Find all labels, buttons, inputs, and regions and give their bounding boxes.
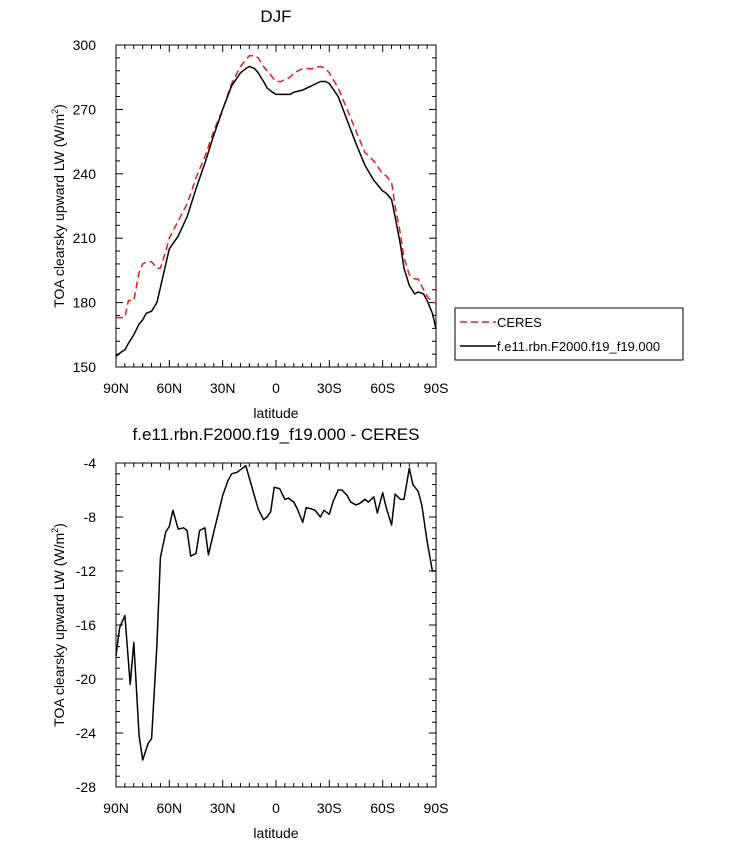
- x-axis-title-bottom: latitude: [253, 825, 298, 841]
- chart-title-bottom: f.e11.rbn.F2000.f19_f19.000 - CERES: [133, 425, 420, 444]
- x-tick-label-top-30n: 30N: [210, 380, 236, 396]
- y-axis-title-top-end: ): [51, 104, 67, 109]
- x-tick-label-bottom-90s: 90S: [424, 800, 449, 816]
- y-tick-label-bottom-28: -28: [76, 779, 96, 795]
- series-group-top: [115, 54, 437, 357]
- x-tick-label-bottom-60s: 60S: [370, 800, 395, 816]
- y-axis-title-bottom: TOA clearsky upward LW (W/m2): [50, 523, 67, 727]
- y-axis-title-top: TOA clearsky upward LW (W/m2): [50, 104, 67, 308]
- x-tick-label-bottom-60n: 60N: [156, 800, 182, 816]
- y-tick-label-bottom-12: -12: [76, 563, 96, 579]
- y-tick-label-bottom-20: -20: [76, 671, 96, 687]
- legend-label-model: f.e11.rbn.F2000.f19_f19.000: [497, 339, 660, 354]
- series-line-f-e11-rbn-f2000-f19-f19-000: [115, 65, 437, 357]
- y-tick-label-top-180: 180: [73, 295, 97, 311]
- y-tick-label-top-300: 300: [73, 37, 97, 53]
- x-tick-label-top-0: 0: [272, 380, 280, 396]
- x-tick-label-top-60s: 60S: [370, 380, 395, 396]
- x-tick-label-top-30s: 30S: [317, 380, 342, 396]
- y-tick-label-bottom-24: -24: [76, 725, 96, 741]
- axis-ticks-bottom: 90N 60N 30N 0 30S 60S 90S -28 -24 -20 -16 -12 -8 -4: [76, 455, 449, 816]
- x-axis-title-top: latitude: [253, 405, 298, 421]
- axis-ticks-top: 90N 60N 30N 0 30S 60S 90S 150 180 210 240 270 300: [73, 37, 449, 396]
- y-tick-label-top-210: 210: [73, 230, 97, 246]
- legend: CERES f.e11.rbn.F2000.f19_f19.000: [454, 307, 684, 361]
- y-axis-title-bottom-text: TOA clearsky upward LW (W/m: [51, 533, 67, 727]
- x-tick-label-top-90n: 90N: [103, 380, 129, 396]
- x-tick-label-bottom-30n: 30N: [210, 800, 236, 816]
- x-tick-label-top-90s: 90S: [424, 380, 449, 396]
- y-axis-title-top-text: TOA clearsky upward LW (W/m: [51, 114, 67, 308]
- series-group-bottom: [115, 464, 436, 761]
- series-line-ceres: [116, 54, 436, 319]
- x-tick-label-top-60n: 60N: [156, 380, 182, 396]
- chart-panel-top: DJF 90N 60N 30N 0 30S 60S 90S 150 180 210 240 270 30…: [50, 7, 684, 421]
- y-axis-title-bottom-end: ): [51, 523, 67, 528]
- y-tick-label-bottom-4: -4: [84, 455, 97, 471]
- x-tick-label-bottom-90n: 90N: [103, 800, 129, 816]
- y-axis-title-bottom-sup: 2: [50, 528, 60, 533]
- series-line-f-e11-rbn-f2000-f19-f19-000-ceres: [115, 464, 436, 761]
- legend-box: [454, 307, 684, 361]
- y-tick-label-top-150: 150: [73, 359, 97, 375]
- y-tick-label-top-240: 240: [73, 166, 97, 182]
- x-tick-label-bottom-0: 0: [272, 800, 280, 816]
- legend-label-ceres: CERES: [497, 315, 542, 330]
- y-tick-label-top-270: 270: [73, 101, 97, 117]
- y-tick-label-bottom-8: -8: [84, 509, 97, 525]
- chart-title-top: DJF: [260, 7, 291, 26]
- y-axis-title-top-sup: 2: [50, 109, 60, 114]
- y-tick-label-bottom-16: -16: [76, 617, 96, 633]
- chart-panel-bottom: f.e11.rbn.F2000.f19_f19.000 - CERES 90N 6…: [50, 425, 448, 841]
- plot-frame-top: [115, 44, 437, 368]
- x-tick-label-bottom-30s: 30S: [317, 800, 342, 816]
